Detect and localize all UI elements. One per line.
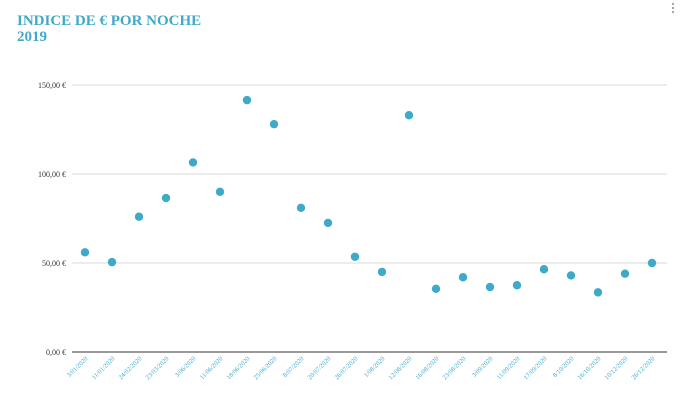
x-tick-label: 11/06/2020 bbox=[199, 355, 225, 381]
chart-title-line2: 2019 bbox=[17, 29, 47, 45]
data-point[interactable] bbox=[242, 95, 252, 105]
y-tick-label: 50,00 € bbox=[42, 259, 66, 268]
x-tick-label: 23/08/2020 bbox=[442, 355, 468, 381]
data-point[interactable] bbox=[566, 271, 576, 280]
x-axis-ticks: 3/01/2020 11/01/2020 24/02/2020 23/03/2020 3… bbox=[66, 355, 657, 381]
data-point[interactable] bbox=[620, 269, 630, 278]
x-tick-label: 16/08/2020 bbox=[415, 355, 441, 381]
data-point[interactable] bbox=[512, 281, 522, 290]
data-point[interactable] bbox=[350, 252, 360, 261]
gridlines bbox=[72, 84, 667, 353]
x-tick-label: 24/02/2020 bbox=[118, 355, 144, 381]
more-options-icon[interactable] bbox=[668, 0, 678, 16]
x-tick-label: 20/07/2020 bbox=[307, 355, 333, 381]
data-point[interactable] bbox=[593, 288, 603, 297]
y-tick-label: 150,00 € bbox=[38, 81, 66, 90]
x-tick-label: 26/12/2020 bbox=[631, 355, 657, 381]
data-points bbox=[80, 95, 657, 297]
data-point[interactable] bbox=[161, 193, 171, 203]
data-point[interactable] bbox=[215, 187, 225, 196]
data-point[interactable] bbox=[296, 203, 306, 213]
x-tick-label: 1/08/2020 bbox=[363, 355, 387, 379]
data-point[interactable] bbox=[80, 248, 90, 257]
x-tick-label: 3/06/2020 bbox=[174, 355, 198, 379]
chart-title: INDICE DE € POR NOCHE 2019 bbox=[17, 13, 201, 45]
data-point[interactable] bbox=[647, 258, 657, 268]
x-tick-label: 12/08/2020 bbox=[388, 355, 414, 381]
x-tick-label: 3/09/2020 bbox=[471, 355, 495, 379]
y-tick-label: 0,00 € bbox=[46, 348, 66, 357]
x-tick-label: 25/06/2020 bbox=[253, 355, 279, 381]
data-point[interactable] bbox=[485, 282, 495, 292]
x-tick-label: 8/07/2020 bbox=[282, 355, 306, 379]
data-point[interactable] bbox=[431, 284, 441, 294]
x-tick-label: 8/10/2020 bbox=[552, 355, 576, 379]
x-tick-label: 26/07/2020 bbox=[334, 355, 360, 381]
x-tick-label: 16/10/2020 bbox=[577, 355, 603, 381]
data-point[interactable] bbox=[269, 119, 279, 129]
data-point[interactable] bbox=[134, 212, 144, 221]
y-tick-label: 100,00 € bbox=[38, 170, 66, 179]
data-point[interactable] bbox=[539, 265, 549, 274]
x-tick-label: 3/01/2020 bbox=[66, 355, 90, 379]
x-tick-label: 11/01/2020 bbox=[91, 355, 117, 381]
x-tick-label: 11/09/2020 bbox=[496, 355, 522, 381]
data-point[interactable] bbox=[458, 273, 468, 282]
chart-title-line1: INDICE DE € POR NOCHE bbox=[17, 13, 202, 29]
data-point[interactable] bbox=[323, 218, 333, 228]
data-point[interactable] bbox=[188, 158, 198, 167]
x-tick-label: 18/06/2020 bbox=[226, 355, 252, 381]
data-point[interactable] bbox=[404, 111, 414, 120]
x-tick-label: 17/09/2020 bbox=[523, 355, 549, 381]
y-axis-ticks: 0,00 € 50,00 € 100,00 € 150,00 € bbox=[38, 81, 66, 357]
data-point[interactable] bbox=[377, 267, 387, 277]
x-tick-label: 23/03/2020 bbox=[145, 355, 171, 381]
data-point[interactable] bbox=[107, 257, 117, 267]
x-tick-label: 10/12/2020 bbox=[604, 355, 630, 381]
